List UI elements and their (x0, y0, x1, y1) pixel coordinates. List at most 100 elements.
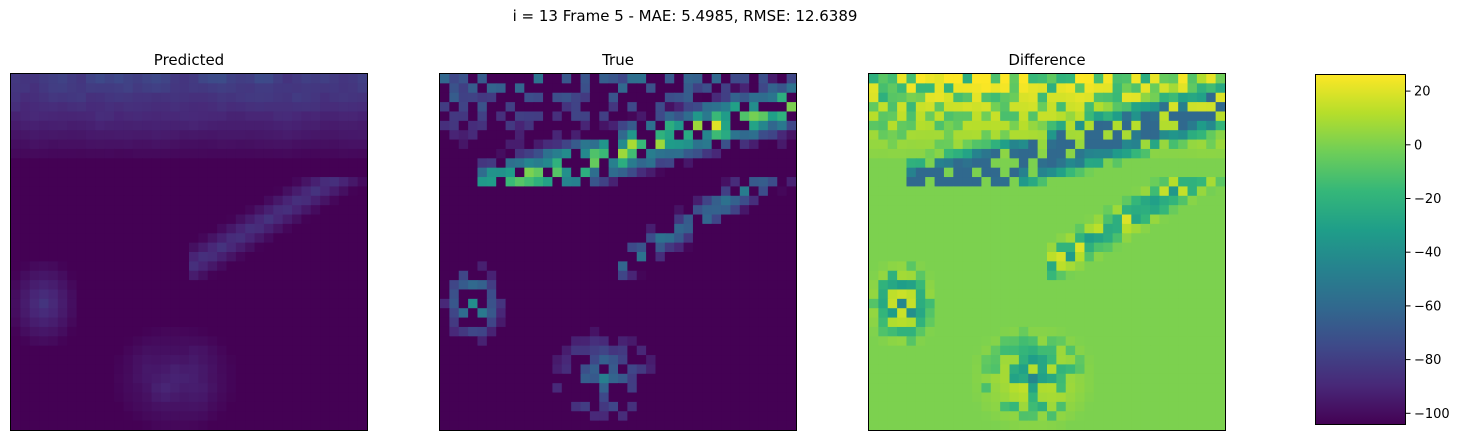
heatmap-cell (552, 373, 563, 384)
heatmap-cell (1065, 223, 1076, 234)
heatmap-cell (655, 92, 666, 103)
heatmap-cell (533, 373, 544, 384)
heatmap-cell (142, 233, 153, 244)
heatmap-cell (571, 383, 582, 394)
heatmap-cell (1093, 364, 1104, 375)
heatmap-cell (767, 120, 778, 131)
heatmap-cell (887, 195, 898, 206)
heatmap-cell (273, 186, 284, 197)
heatmap-cell (449, 298, 460, 309)
heatmap-cell (1168, 92, 1179, 103)
heatmap-cell (1168, 195, 1179, 206)
heatmap-cell (348, 233, 359, 244)
heatmap-cell (114, 195, 125, 206)
heatmap-cell (1093, 401, 1104, 412)
heatmap-cell (953, 261, 964, 272)
heatmap-cell (1093, 270, 1104, 281)
heatmap-cell (310, 111, 321, 122)
heatmap-cell (29, 130, 40, 141)
heatmap-cell (1206, 345, 1217, 356)
heatmap-cell (739, 111, 750, 122)
heatmap-cell (1084, 120, 1095, 131)
heatmap-cell (1103, 120, 1114, 131)
heatmap-cell (702, 74, 713, 84)
heatmap-cell (357, 223, 368, 234)
heatmap-cell (758, 233, 769, 244)
heatmap-cell (1178, 392, 1189, 403)
heatmap-cell (104, 102, 115, 113)
heatmap-cell (348, 130, 359, 141)
heatmap-cell (160, 289, 171, 300)
heatmap-cell (198, 383, 209, 394)
heatmap-cell (338, 401, 349, 412)
heatmap-cell (151, 326, 162, 337)
heatmap-cell (104, 336, 115, 347)
heatmap-cell (217, 130, 228, 141)
heatmap-cell (132, 298, 143, 309)
heatmap-cell (170, 83, 181, 94)
heatmap-cell (636, 317, 647, 328)
heatmap-cell (1206, 167, 1217, 178)
heatmap-cell (132, 177, 143, 188)
heatmap-cell (486, 383, 497, 394)
heatmap-cell (953, 177, 964, 188)
heatmap-cell (1168, 355, 1179, 366)
heatmap-cell (1187, 326, 1198, 337)
heatmap-cell (11, 317, 21, 328)
heatmap-cell (1028, 195, 1039, 206)
heatmap-cell (301, 392, 312, 403)
heatmap-cell (170, 233, 181, 244)
heatmap-cell (730, 308, 741, 319)
heatmap-cell (561, 148, 572, 159)
heatmap-cell (934, 223, 945, 234)
heatmap-cell (505, 317, 516, 328)
panel-title-difference: Difference (1008, 51, 1085, 69)
heatmap-cell (273, 355, 284, 366)
heatmap-cell (777, 242, 788, 253)
heatmap-cell (486, 336, 497, 347)
heatmap-cell (1150, 195, 1161, 206)
heatmap-cell (1084, 373, 1095, 384)
heatmap-cell (1028, 139, 1039, 150)
heatmap-cell (301, 280, 312, 291)
heatmap-cell (440, 139, 450, 150)
heatmap-cell (440, 167, 450, 178)
heatmap-cell (1009, 364, 1020, 375)
heatmap-cell (1159, 280, 1170, 291)
heatmap-cell (878, 214, 889, 225)
heatmap-cell (906, 148, 917, 159)
heatmap-cell (226, 205, 237, 216)
heatmap-cell (273, 326, 284, 337)
heatmap-cell (674, 223, 685, 234)
heatmap-cell (1028, 205, 1039, 216)
heatmap-cell (273, 92, 284, 103)
heatmap-cell (730, 233, 741, 244)
heatmap-cell (739, 214, 750, 225)
heatmap-cell (962, 83, 973, 94)
heatmap-cell (179, 214, 190, 225)
heatmap-cell (67, 261, 78, 272)
heatmap-cell (1215, 158, 1226, 169)
heatmap-cell (1047, 401, 1057, 412)
heatmap-cell (348, 92, 359, 103)
heatmap-cell (48, 345, 59, 356)
heatmap-cell (636, 92, 647, 103)
heatmap-cell (1206, 158, 1217, 169)
heatmap-cell (869, 373, 879, 384)
heatmap-cell (207, 148, 218, 159)
heatmap-cell (1150, 420, 1161, 431)
heatmap-cell (674, 261, 685, 272)
heatmap-cell (160, 167, 171, 178)
heatmap-cell (198, 214, 209, 225)
heatmap-cell (934, 92, 945, 103)
heatmap-cell (561, 214, 572, 225)
heatmap-cell (142, 280, 153, 291)
heatmap-cell (702, 336, 713, 347)
heatmap-cell (599, 401, 610, 412)
heatmap-cell (320, 336, 331, 347)
heatmap-cell (1056, 345, 1067, 356)
heatmap-cell (29, 148, 40, 159)
heatmap-cell (972, 158, 983, 169)
heatmap-cell (1112, 364, 1123, 375)
heatmap-cell (458, 158, 469, 169)
